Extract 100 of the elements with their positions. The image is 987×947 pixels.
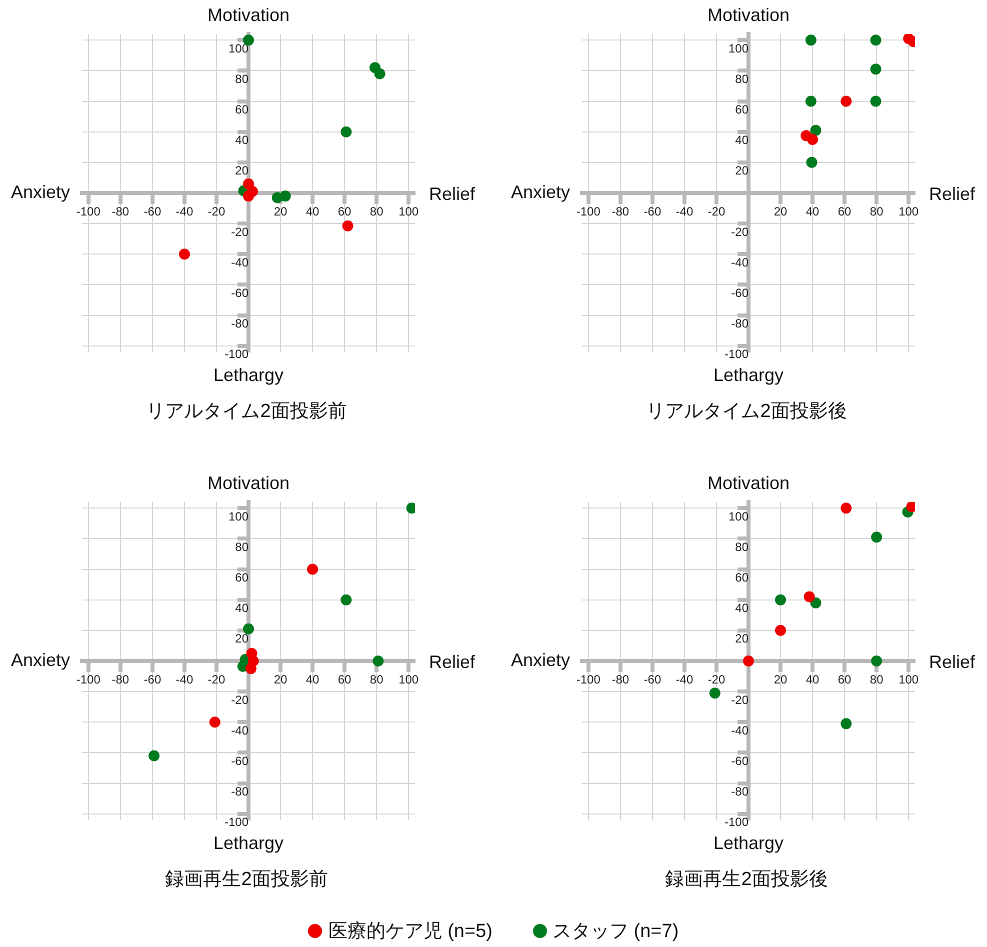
legend-label: スタッフ (n=7): [552, 920, 679, 944]
y-tick-label: -20: [231, 224, 249, 239]
x-tick-label: -60: [644, 672, 662, 687]
text: Motivation: [707, 472, 790, 493]
y-tick-label: 100: [728, 41, 749, 56]
y-tick-label: 80: [235, 72, 249, 86]
y-tick-label: -80: [731, 784, 749, 799]
y-tick-label: -60: [231, 754, 249, 768]
x-tick-label: 20: [274, 204, 288, 219]
x-tick-label: 20: [774, 672, 788, 687]
x-tick-label: 60: [338, 672, 352, 687]
text: Anxiety: [510, 182, 570, 202]
x-tick-label: -100: [76, 204, 101, 219]
y-tick-label: -60: [731, 286, 749, 300]
y-tick-label: -20: [731, 224, 749, 239]
x-tick-label: 40: [806, 204, 820, 219]
text: Lethargy: [713, 364, 784, 385]
y-tick-label: -100: [224, 815, 249, 830]
y-tick-label: -100: [224, 347, 249, 362]
x-tick-label: -40: [176, 204, 194, 219]
text: 録画再生2面投影後: [664, 868, 829, 892]
y-tick-label: 40: [235, 601, 249, 616]
y-tick-label: -100: [724, 347, 749, 362]
y-tick-label: 40: [235, 133, 249, 148]
y-tick-label: 60: [735, 102, 749, 117]
y-tick-label: 80: [735, 72, 749, 86]
y-tick-label: -80: [231, 784, 249, 799]
x-tick-label: 80: [370, 672, 384, 687]
text: Anxiety: [510, 650, 570, 670]
y-tick-label: 40: [735, 133, 749, 148]
x-tick-label: 60: [838, 672, 852, 687]
y-tick-label: 20: [735, 632, 749, 646]
text: Motivation: [707, 4, 790, 25]
x-tick-label: 80: [870, 672, 884, 687]
y-tick-label: 60: [735, 570, 749, 585]
y-tick-label: -40: [231, 723, 249, 738]
y-tick-label: 60: [235, 102, 249, 117]
x-tick-label: 80: [870, 204, 884, 219]
x-tick-label: -20: [708, 204, 726, 219]
y-tick-label: -20: [231, 692, 249, 707]
x-tick-label: 100: [398, 204, 419, 219]
y-tick-label: 20: [235, 164, 249, 178]
text: Relief: [429, 184, 476, 204]
x-tick-label: 40: [306, 204, 320, 219]
text: Lethargy: [213, 364, 284, 385]
text: Relief: [429, 652, 476, 672]
x-tick-label: -40: [676, 204, 694, 219]
y-tick-label: 20: [735, 164, 749, 178]
text: Relief: [929, 184, 976, 204]
x-tick-label: 100: [898, 672, 919, 687]
x-tick-label: 100: [398, 672, 419, 687]
x-tick-label: 80: [370, 204, 384, 219]
text: Motivation: [207, 4, 290, 25]
x-tick-label: -100: [76, 672, 101, 687]
y-tick-label: -80: [731, 316, 749, 331]
y-tick-label: 60: [235, 570, 249, 585]
x-tick-label: -100: [576, 204, 601, 219]
x-tick-label: -20: [708, 672, 726, 687]
y-tick-label: 100: [728, 509, 749, 524]
x-tick-label: 100: [898, 204, 919, 219]
x-tick-label: -80: [612, 204, 630, 219]
text: リアルタイム2面投影前: [145, 400, 348, 424]
y-tick-label: 20: [235, 632, 249, 646]
x-tick-label: -60: [144, 204, 162, 219]
x-tick-label: -100: [576, 672, 601, 687]
y-tick-label: -40: [231, 255, 249, 270]
y-tick-label: 80: [235, 540, 249, 554]
text: Anxiety: [10, 182, 70, 202]
text: 録画再生2面投影前: [164, 868, 329, 892]
x-tick-label: -80: [612, 672, 630, 687]
x-tick-label: -20: [208, 672, 226, 687]
text: リアルタイム2面投影後: [645, 400, 848, 424]
x-tick-label: -40: [176, 672, 194, 687]
text: Motivation: [207, 472, 290, 493]
x-tick-label: 20: [274, 672, 288, 687]
x-tick-label: 60: [338, 204, 352, 219]
y-tick-label: 80: [735, 540, 749, 554]
y-tick-label: -20: [731, 692, 749, 707]
y-tick-label: -60: [731, 754, 749, 768]
x-tick-label: 40: [306, 672, 320, 687]
text: Lethargy: [713, 832, 784, 853]
x-tick-label: 40: [806, 672, 820, 687]
y-tick-label: -100: [724, 815, 749, 830]
text: Anxiety: [10, 650, 70, 670]
x-tick-label: -60: [144, 672, 162, 687]
y-tick-label: 100: [228, 41, 249, 56]
legend-label: 医療的ケア児 (n=5): [328, 920, 492, 944]
text: Lethargy: [213, 832, 284, 853]
y-tick-label: -40: [731, 723, 749, 738]
y-tick-label: -80: [231, 316, 249, 331]
x-tick-label: 60: [838, 204, 852, 219]
x-tick-label: -80: [112, 672, 130, 687]
x-tick-label: -80: [112, 204, 130, 219]
x-tick-label: -20: [208, 204, 226, 219]
x-tick-label: -40: [676, 672, 694, 687]
x-tick-label: 20: [774, 204, 788, 219]
y-tick-label: -40: [731, 255, 749, 270]
y-tick-label: 40: [735, 601, 749, 616]
text: Relief: [929, 652, 976, 672]
y-tick-label: -60: [231, 286, 249, 300]
